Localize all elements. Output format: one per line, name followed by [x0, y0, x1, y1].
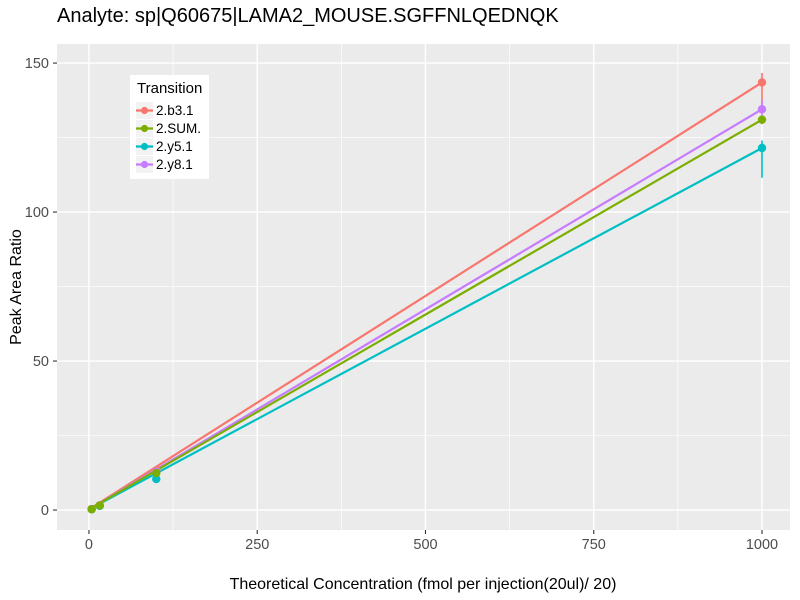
legend-key-line-dot-icon	[136, 137, 153, 155]
trend-line-2.y8.1	[88, 108, 763, 511]
legend: Transition 2.b3.1 2.SUM. 2.y5.1 2.y8.1	[130, 75, 210, 179]
legend-item: 2.b3.1	[136, 101, 202, 119]
data-point-2.SUM.	[757, 115, 767, 124]
legend-title: Transition	[137, 80, 203, 97]
gridlines	[57, 44, 790, 530]
x-tick-label: 750	[582, 537, 606, 553]
plot-title: Analyte: sp|Q60675|LAMA2_MOUSE.SGFFNLQED…	[57, 5, 559, 27]
axis-ticks: 0 250 500 750 1000 0 50 100 150	[25, 56, 778, 553]
legend-key-line-dot-icon	[136, 101, 153, 119]
legend-key-line-dot-icon	[136, 155, 153, 173]
data-point-2.SUM.	[87, 504, 96, 514]
trend-line-2.SUM.	[88, 118, 763, 511]
legend-item-label: 2.SUM.	[156, 120, 202, 136]
x-tick-label: 500	[413, 537, 437, 553]
legend-key-line-dot-icon	[136, 119, 153, 137]
y-tick-label: 50	[33, 354, 49, 370]
x-axis-title: Theoretical Concentration (fmol per inje…	[229, 576, 617, 593]
y-tick-label: 0	[41, 503, 49, 519]
trend-line-2.b3.1	[88, 81, 763, 511]
data-point-2.SUM.	[152, 468, 161, 478]
data-point-2.y5.1	[152, 474, 161, 484]
data-point-2.y8.1	[757, 105, 767, 114]
x-tick-label: 0	[85, 537, 93, 553]
legend-item: 2.y8.1	[136, 155, 202, 173]
legend-item: 2.y5.1	[136, 137, 202, 155]
data-point-2.SUM.	[95, 501, 104, 510]
x-tick-label: 250	[245, 537, 269, 553]
y-tick-label: 100	[25, 205, 49, 221]
data-points	[87, 78, 767, 514]
legend-item-label: 2.y5.1	[156, 138, 193, 154]
data-point-2.b3.1	[757, 78, 767, 87]
legend-item-label: 2.b3.1	[156, 102, 194, 118]
trend-line-2.y5.1	[88, 147, 763, 511]
y-tick-label: 150	[25, 56, 49, 72]
legend-item-label: 2.y8.1	[156, 156, 193, 172]
y-axis-title: Peak Area Ratio	[8, 229, 25, 345]
x-tick-label: 1000	[746, 537, 778, 553]
legend-item: 2.SUM.	[136, 119, 202, 137]
data-point-2.y5.1	[757, 143, 767, 153]
series-lines	[88, 81, 763, 511]
